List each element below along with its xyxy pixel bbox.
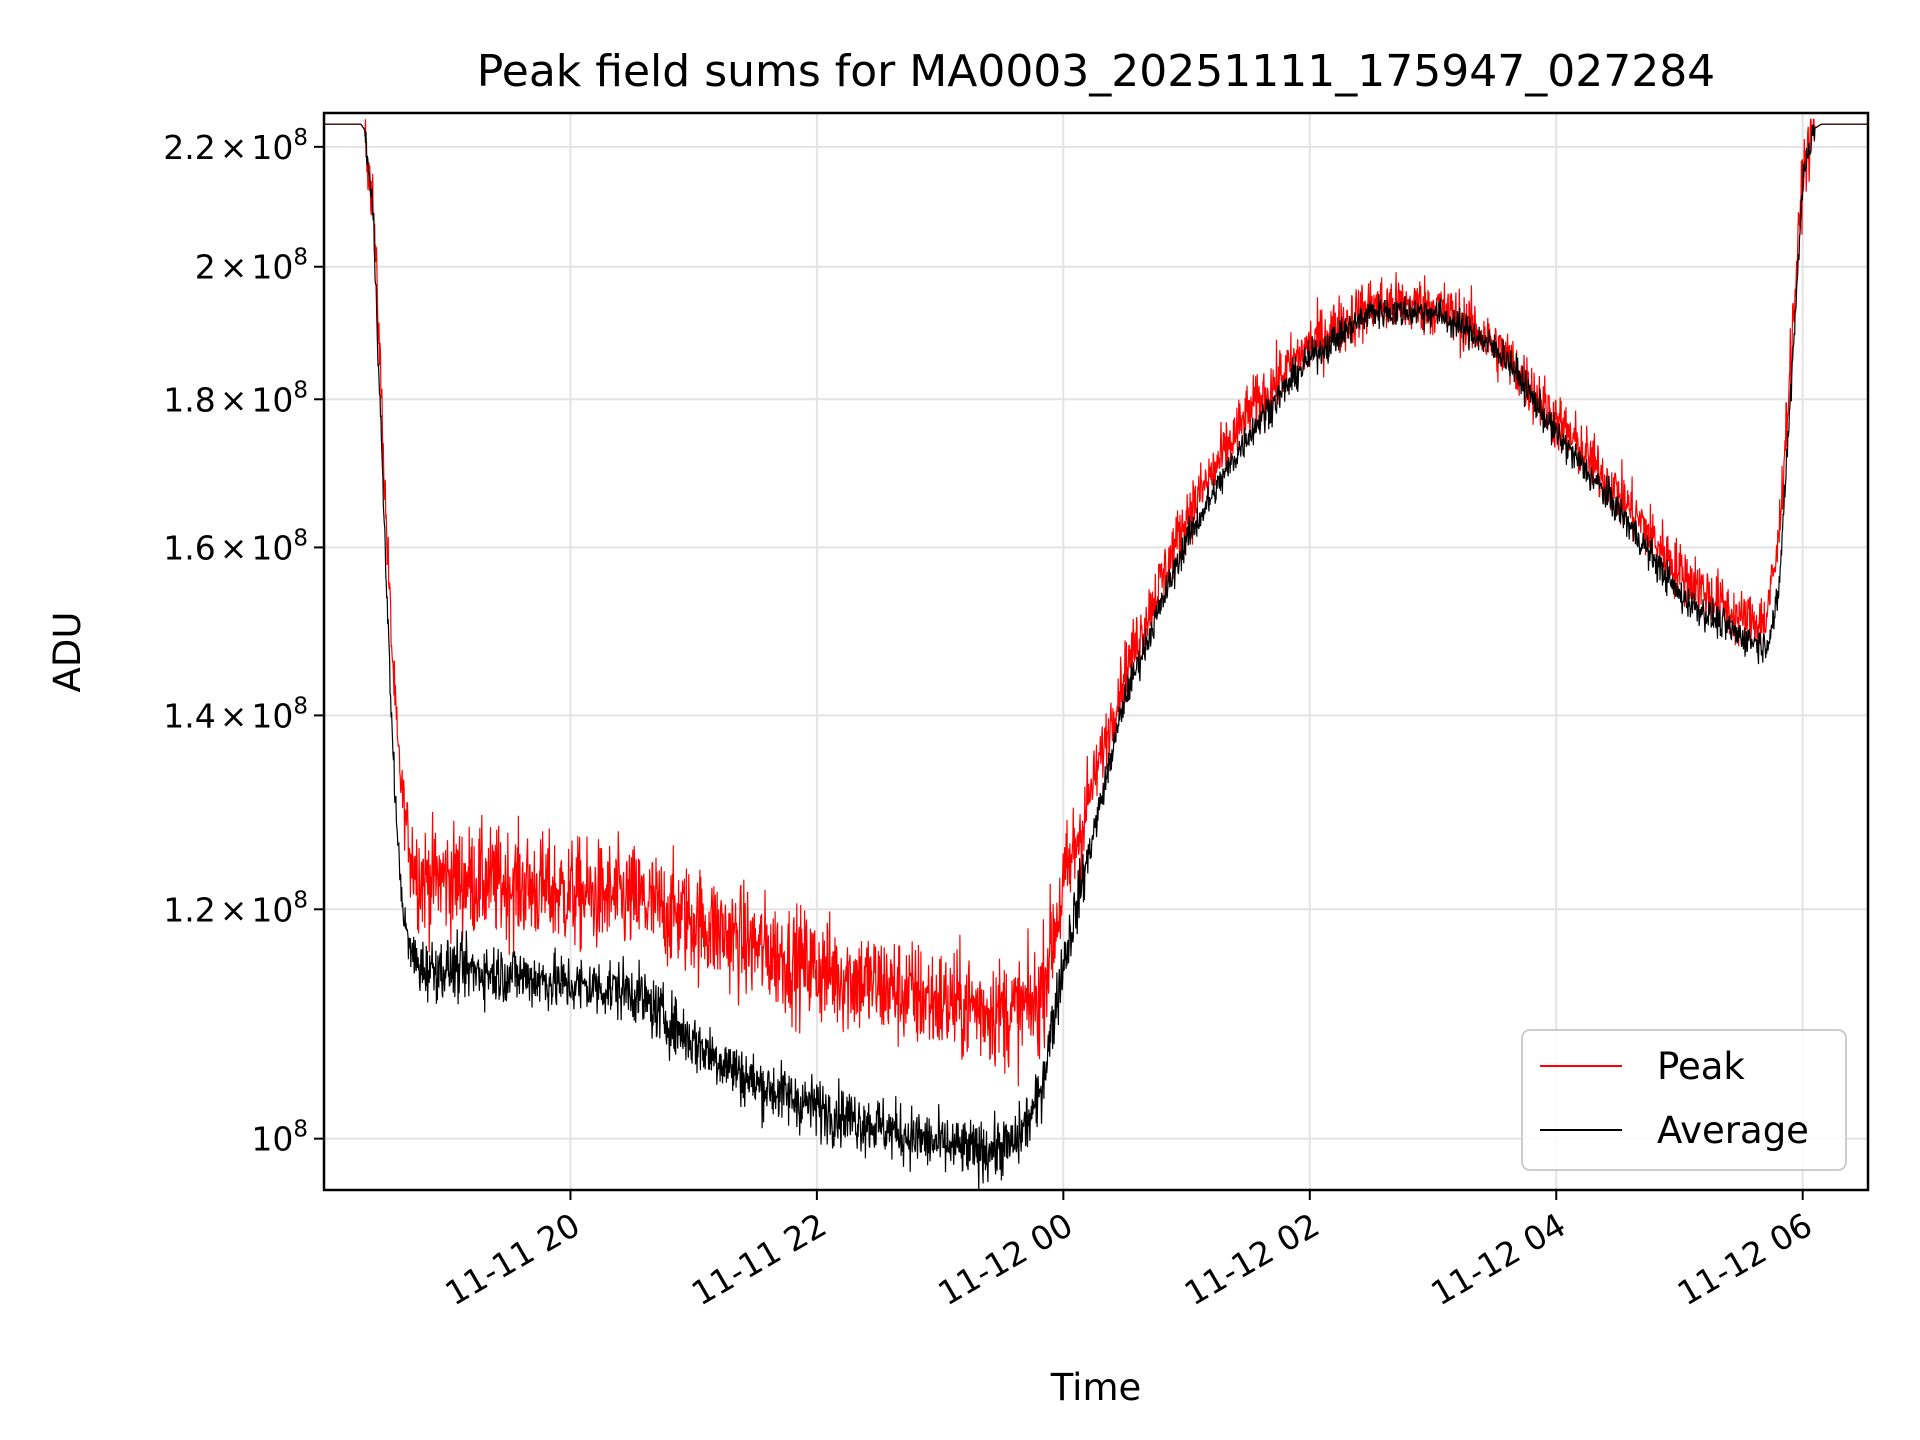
series-group <box>324 118 1868 1190</box>
chart-title: Peak field sums for MA0003_20251111_1759… <box>477 46 1715 97</box>
x-axis-title: Time <box>1050 1366 1142 1409</box>
x-tick-label: 11-12 02 <box>1178 1205 1326 1313</box>
y-tick-base: 10 <box>251 1120 293 1159</box>
y-tick-base: 10 <box>251 890 293 929</box>
y-tick-mantissa: 1.4 <box>163 696 215 735</box>
y-tick-times: × <box>220 380 248 419</box>
y-tick-mantissa: 2.2 <box>163 128 215 167</box>
y-tick-label: 2 × 108 <box>195 245 308 287</box>
legend-label-average: Average <box>1657 1109 1809 1152</box>
y-tick-label: 1.6 × 108 <box>163 525 308 567</box>
x-tick-label: 11-11 22 <box>685 1205 833 1313</box>
x-axis: 11-11 20 11-11 22 11-12 00 11-12 02 11-12 04… <box>438 1190 1819 1313</box>
y-tick-label: 2.2 × 108 <box>163 125 308 167</box>
y-tick-times: × <box>220 528 248 567</box>
plot-frame <box>322 111 1870 1192</box>
y-tick-exponent: 8 <box>293 377 308 403</box>
y-tick-exponent: 8 <box>293 693 308 719</box>
y-tick-exponent: 8 <box>293 125 308 151</box>
y-tick-base: 10 <box>251 380 293 419</box>
x-tick-label: 11-12 04 <box>1424 1205 1572 1313</box>
y-tick-times: × <box>220 248 248 287</box>
y-tick-times: × <box>220 128 248 167</box>
x-tick-label: 11-11 20 <box>438 1205 586 1313</box>
y-tick-mantissa: 1.6 <box>163 528 215 567</box>
legend: Peak Average <box>1521 1029 1847 1171</box>
y-tick-exponent: 8 <box>293 525 308 551</box>
y-tick-mantissa: 2 <box>195 248 216 287</box>
y-tick-base: 10 <box>251 128 293 167</box>
y-tick-mantissa: 1.8 <box>163 380 215 419</box>
legend-label-peak: Peak <box>1657 1045 1745 1088</box>
y-tick-label: 1.4 × 108 <box>163 693 308 735</box>
y-axis-title: ADU <box>46 612 89 693</box>
y-tick-mantissa: 1.2 <box>163 890 215 929</box>
series-line-average <box>324 123 1868 1190</box>
y-tick-times: × <box>220 890 248 929</box>
y-tick-label: 1.2 × 108 <box>163 887 308 929</box>
y-tick-label: 1.8 × 108 <box>163 377 308 419</box>
y-tick-exponent: 8 <box>293 887 308 913</box>
y-tick-exponent: 8 <box>293 1117 308 1143</box>
series-line-peak <box>324 118 1868 1087</box>
x-tick-label: 11-12 06 <box>1671 1205 1819 1313</box>
y-tick-base: 10 <box>251 696 293 735</box>
y-tick-times: × <box>220 696 248 735</box>
y-tick-exponent: 8 <box>293 245 308 271</box>
y-tick-base: 10 <box>251 248 293 287</box>
x-tick-label: 11-12 00 <box>931 1205 1079 1313</box>
grid <box>324 113 1868 1190</box>
y-tick-base: 10 <box>251 528 293 567</box>
y-tick-label: 108 <box>251 1117 308 1159</box>
